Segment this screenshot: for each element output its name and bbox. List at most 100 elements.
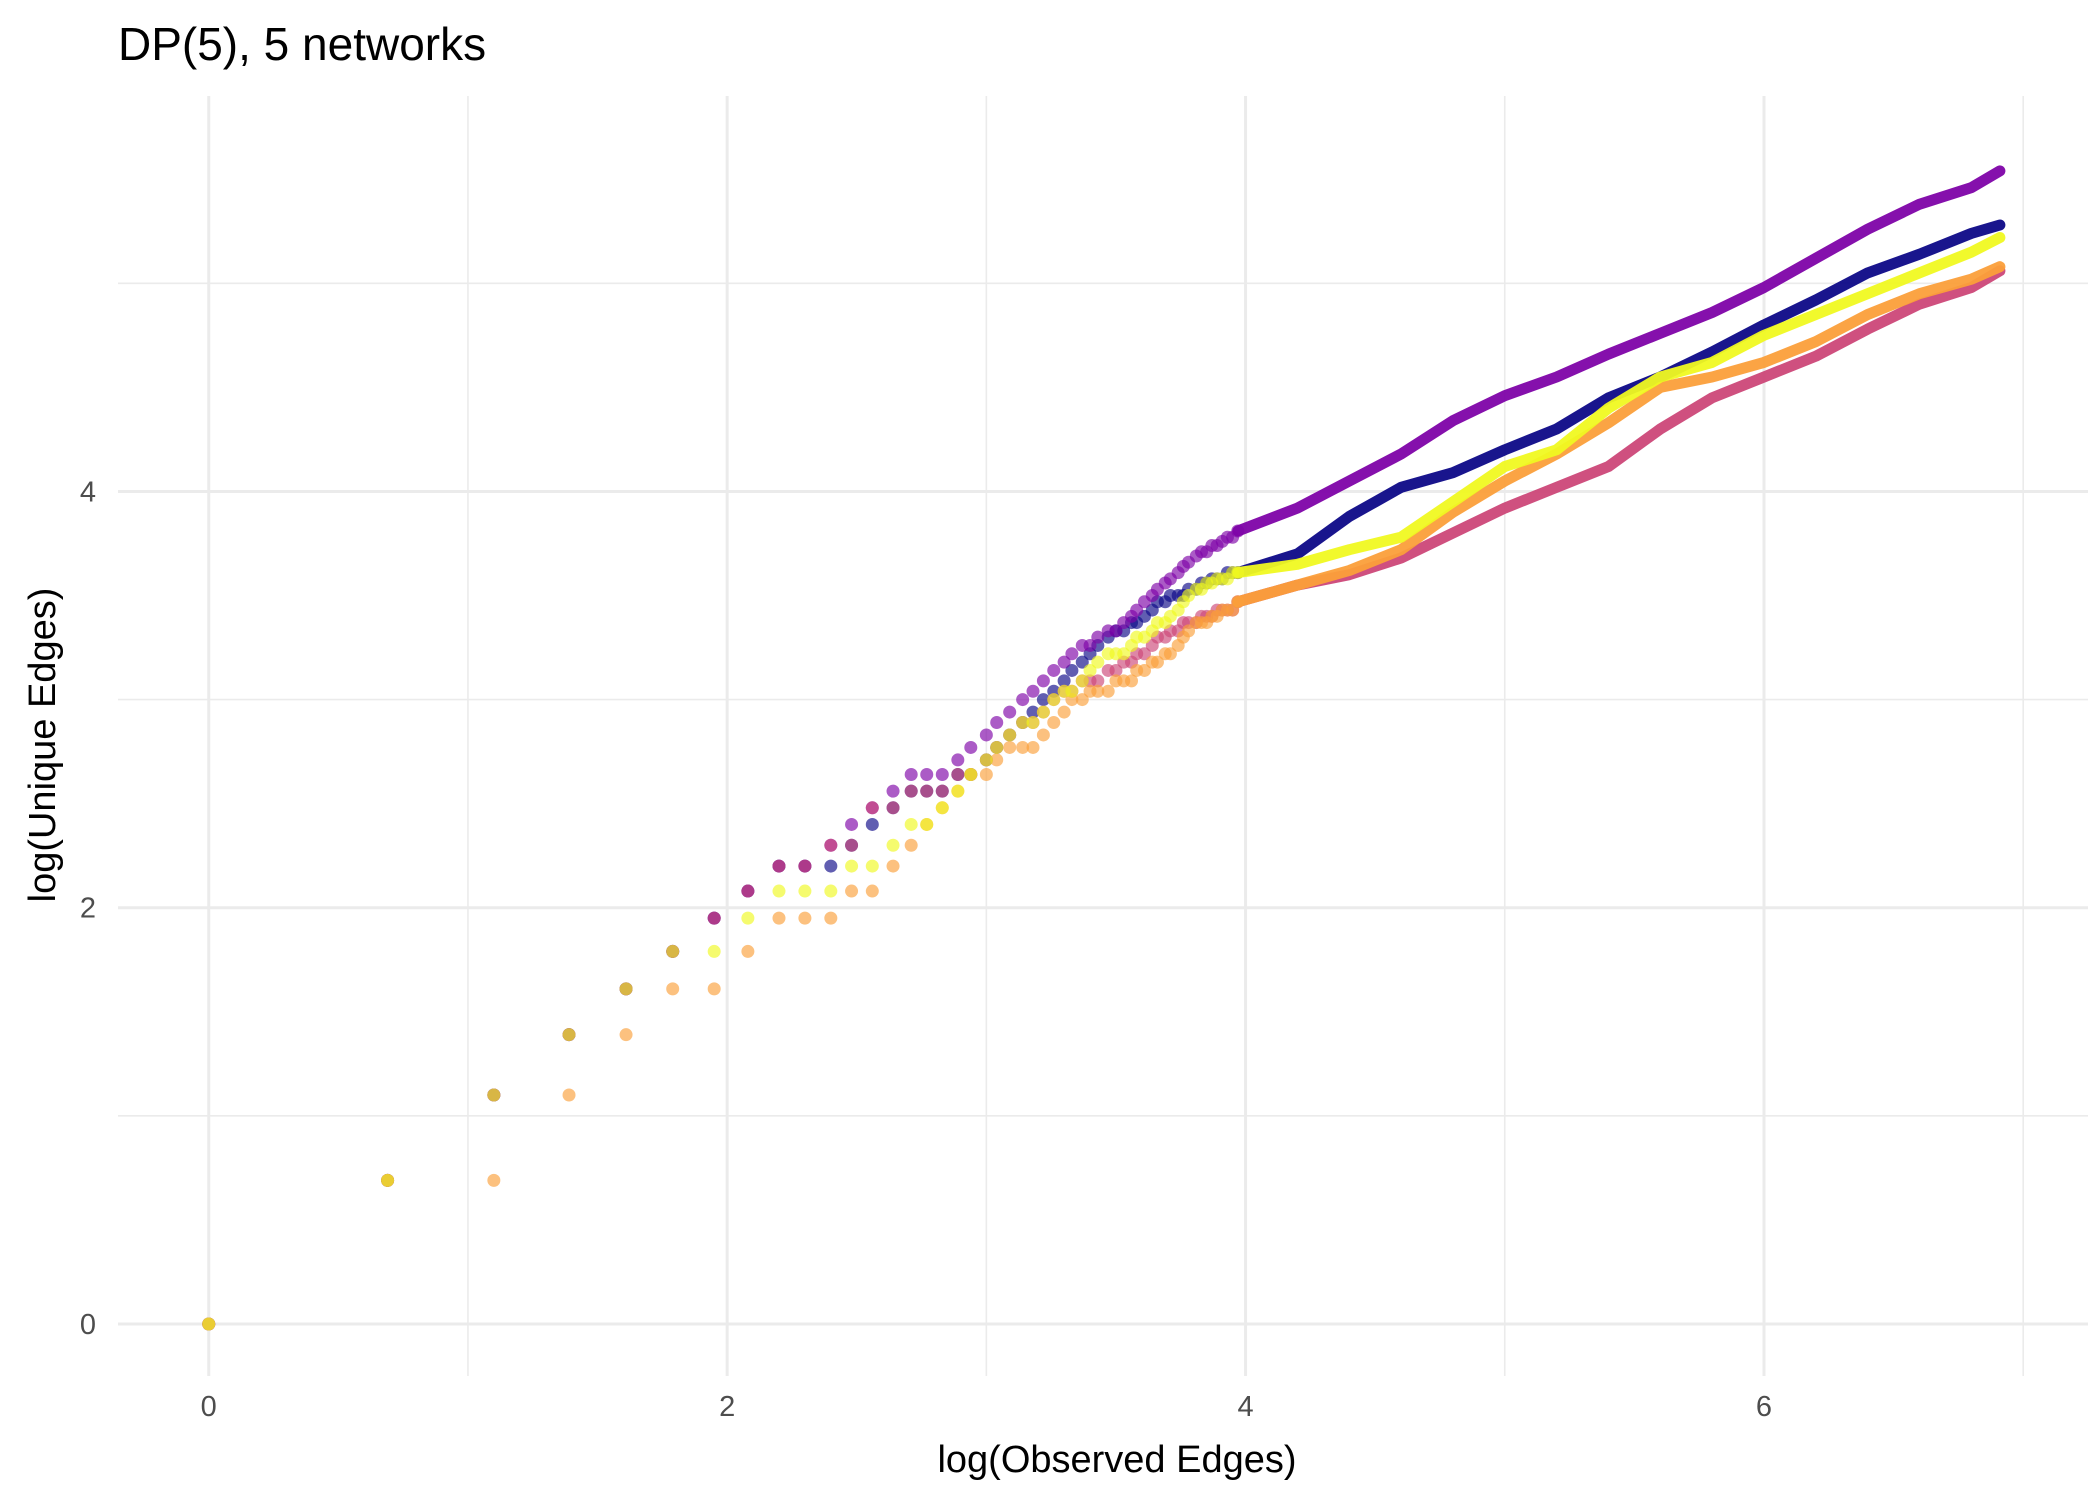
data-point [666,982,680,996]
data-point [865,859,879,873]
data-point [741,911,755,925]
data-point [824,859,838,873]
x-tick-label: 4 [1237,1391,1253,1423]
series-3 [202,265,2006,1331]
data-point [951,784,965,798]
data-point [1231,566,1245,580]
data-point [1125,674,1139,688]
data-point [904,768,918,782]
data-point [935,801,949,815]
data-point [1003,740,1017,754]
series-line [1232,219,2006,579]
data-point [707,982,721,996]
data-point [202,1317,216,1331]
data-point [990,753,1004,767]
data-point [964,768,978,782]
data-point [1047,693,1061,707]
series-line [1232,261,2006,608]
data-point [845,817,859,831]
data-point [886,838,900,852]
data-point [1036,693,1050,707]
data-point [824,884,838,898]
data-layer [202,165,2006,1331]
data-point [979,753,993,767]
data-point [1016,715,1030,729]
series-line [1232,232,2006,579]
data-point [845,884,859,898]
data-point [845,838,859,852]
x-tick-label: 2 [719,1391,735,1423]
data-point [1083,638,1097,652]
x-axis-title: log(Observed Edges) [937,1439,1296,1481]
data-point [845,859,859,873]
y-tick-label: 0 [80,1309,96,1341]
data-point [935,784,949,798]
data-point [1047,663,1061,677]
data-point [1026,740,1040,754]
data-point [1016,693,1030,707]
data-point [904,817,918,831]
data-point [1109,624,1123,638]
data-point [1091,630,1105,644]
data-point [707,944,721,958]
data-point [1065,684,1079,698]
data-point [990,740,1004,754]
data-point [1117,647,1131,661]
data-point [904,784,918,798]
data-point [1137,663,1151,677]
data-point [951,768,965,782]
data-point [1057,674,1071,688]
data-point [979,768,993,782]
data-point [562,1028,576,1042]
data-point [979,728,993,742]
data-point [1075,674,1089,688]
data-point [562,1088,576,1102]
data-point [1101,684,1115,698]
data-point [1047,715,1061,729]
data-point [1003,728,1017,742]
data-point [619,982,633,996]
data-point [772,859,786,873]
data-point [904,838,918,852]
grid [118,96,2088,1376]
data-point [1091,674,1105,688]
series-line [1232,265,2006,608]
data-point [772,911,786,925]
chart-title: DP(5), 5 networks [118,18,486,70]
data-point [1083,663,1097,677]
data-point [1026,705,1040,719]
data-point [886,859,900,873]
data-point [990,715,1004,729]
data-point [707,911,721,925]
data-point [1036,728,1050,742]
data-point [886,784,900,798]
data-point [935,768,949,782]
data-point [1026,715,1040,729]
data-point [951,753,965,767]
data-point [741,884,755,898]
data-point [1036,674,1050,688]
data-point [964,740,978,754]
data-point [1036,705,1050,719]
data-point [1091,684,1105,698]
y-axis-title: log(Unique Edges) [22,588,64,903]
data-point [824,911,838,925]
data-point [1075,693,1089,707]
y-tick-label: 4 [80,476,96,508]
data-point [487,1088,501,1102]
data-point [865,884,879,898]
data-point [1057,655,1071,669]
data-point [920,784,934,798]
data-point [381,1173,395,1187]
data-point [1091,655,1105,669]
data-point [798,884,812,898]
data-point [865,817,879,831]
data-point [1003,705,1017,719]
data-point [1137,647,1151,661]
data-point [1057,705,1071,719]
data-point [666,944,680,958]
data-point [1130,603,1144,617]
data-point [886,801,900,815]
